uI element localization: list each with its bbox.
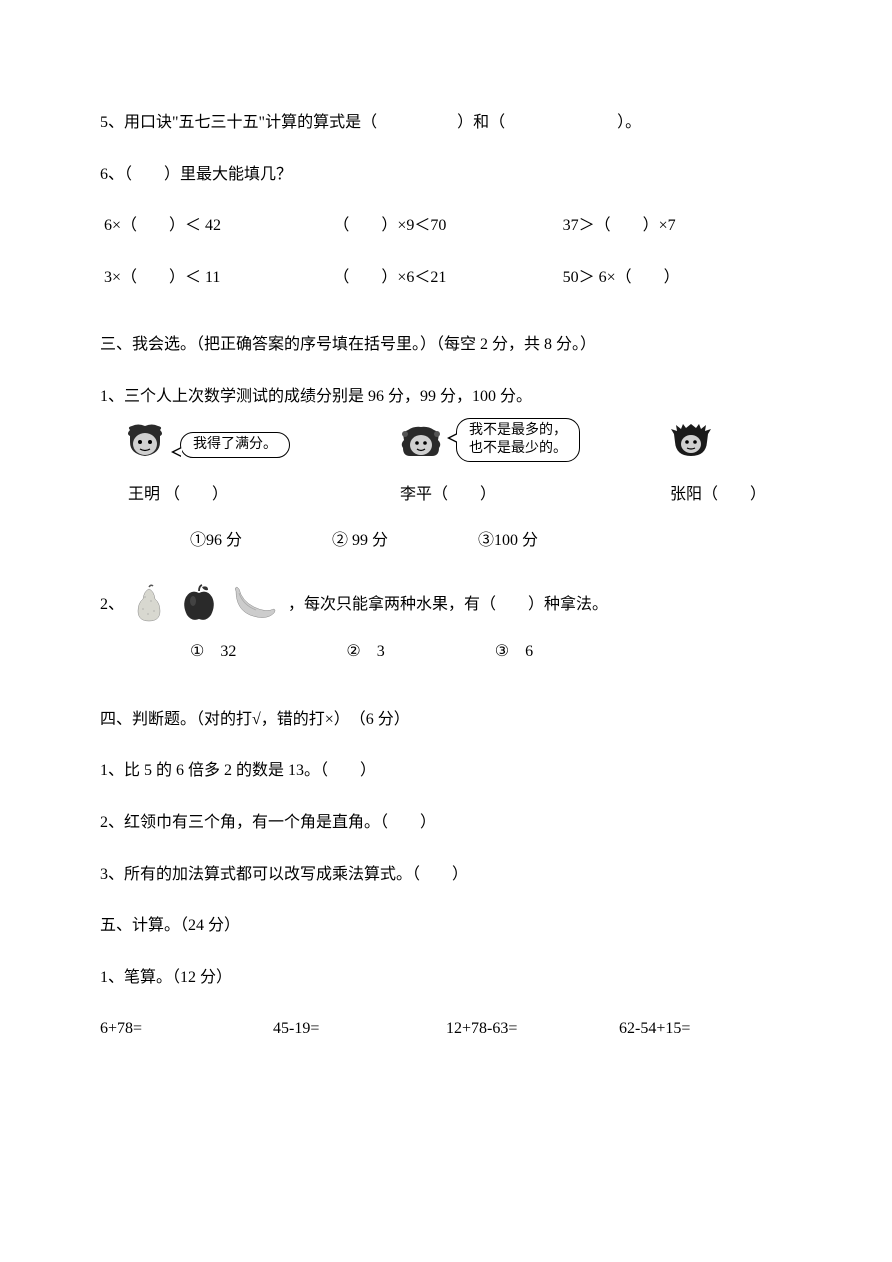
person-zhangyang	[670, 422, 712, 466]
speech-bubble-2: 我不是最多的， 也不是最少的。	[456, 418, 580, 462]
boy-face-icon	[124, 424, 166, 466]
q6-row-1: 6×（ ）＜ 42 （ ）×9＜70 37＞（ ）×7	[100, 213, 792, 239]
question-6-title: 6、（ ）里最大能填几？	[100, 162, 792, 188]
bubble-2-line-1: 我不是最多的，	[469, 422, 567, 440]
s3-q1-opt-2: ② 99 分	[332, 528, 388, 554]
section-4-header: 四、判断题。（对的打√，错的打×） （6 分）	[100, 707, 792, 733]
spiky-face-icon	[670, 424, 712, 466]
q6-r1-c3: 37＞（ ）×7	[563, 213, 792, 239]
pear-icon	[128, 581, 170, 623]
name-wangming: 王明 （ ）	[128, 482, 228, 508]
s3-q1-options: ①96 分 ② 99 分 ③100 分	[100, 528, 792, 554]
s3-q2-opt-3: ③ 6	[495, 639, 533, 665]
s3-q1-title: 1、三个人上次数学测试的成绩分别是 96 分，99 分，100 分。	[100, 384, 792, 410]
q6-r2-c1: 3×（ ）＜ 11	[104, 265, 333, 291]
bubble-2-line-2: 也不是最少的。	[469, 440, 567, 458]
q6-r2-c2: （ ）×6＜21	[333, 265, 562, 291]
s3-q2-prefix: 2、	[100, 592, 124, 624]
q6-row-2: 3×（ ）＜ 11 （ ）×6＜21 50＞ 6×（ ）	[100, 265, 792, 291]
banana-icon	[228, 581, 280, 623]
s3-q1-opt-3: ③100 分	[478, 528, 538, 554]
calc-2: 45-19=	[273, 1016, 446, 1042]
name-zhangyang: 张阳（ ）	[670, 482, 766, 508]
calc-1: 6+78=	[100, 1016, 273, 1042]
s3-q2-text: ，每次只能拿两种水果，有（ ）种拿法。	[288, 592, 608, 624]
speech-bubble-1: 我得了满分。	[180, 432, 290, 458]
s3-q2-row: 2、 ，每次只能拿两种水果，有（ ）种拿法。	[100, 581, 792, 623]
s3-q2-options: ① 32 ② 3 ③ 6	[100, 639, 792, 665]
q6-r1-c1: 6×（ ）＜ 42	[104, 213, 333, 239]
s3-q1-figure: 我得了满分。 王明 （ ） 我不是最多的， 也不是最少的。 李平（ ） 张阳	[100, 418, 792, 508]
person-wangming: 我得了满分。	[124, 422, 290, 466]
apple-icon	[178, 581, 220, 623]
calc-3: 12+78-63=	[446, 1016, 619, 1042]
question-5: 5、用口诀"五七三十五"计算的算式是（ ）和（ ）。	[100, 110, 792, 136]
q6-r1-c2: （ ）×9＜70	[333, 213, 562, 239]
name-liping: 李平（ ）	[400, 482, 496, 508]
s3-q1-opt-1: ①96 分	[190, 528, 242, 554]
q6-r2-c3: 50＞ 6×（ ）	[563, 265, 792, 291]
s5-sub1: 1、笔算。（12 分）	[100, 965, 792, 991]
bubble-1-text: 我得了满分。	[193, 437, 277, 452]
s3-q2-opt-2: ② 3	[346, 639, 384, 665]
s4-q1: 1、比 5 的 6 倍多 2 的数是 13。（ ）	[100, 758, 792, 784]
s4-q2: 2、红领巾有三个角，有一个角是直角。（ ）	[100, 810, 792, 836]
section-5-header: 五、计算。（24 分）	[100, 913, 792, 939]
s5-calc-row: 6+78= 45-19= 12+78-63= 62-54+15=	[100, 1016, 792, 1042]
person-liping: 我不是最多的， 也不是最少的。	[400, 418, 580, 468]
s3-q2-opt-1: ① 32	[190, 639, 236, 665]
calc-4: 62-54+15=	[619, 1016, 792, 1042]
girl-face-icon	[400, 426, 442, 468]
section-3-header: 三、我会选。（把正确答案的序号填在括号里。）（每空 2 分，共 8 分。）	[100, 332, 792, 358]
s4-q3: 3、所有的加法算式都可以改写成乘法算式。（ ）	[100, 862, 792, 888]
